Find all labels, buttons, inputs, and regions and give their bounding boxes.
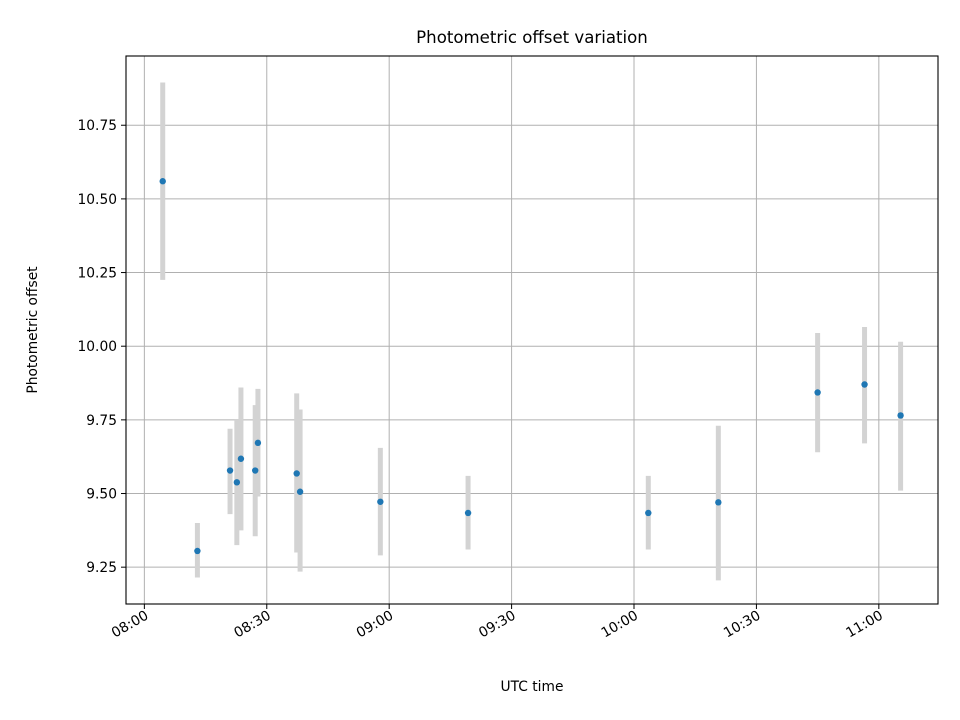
chart-title: Photometric offset variation [416,28,648,47]
y-axis: 9.25 9.50 9.75 10.00 10.25 10.50 10.75 [78,118,126,576]
y-tick-label: 9.25 [86,560,117,576]
data-point [861,381,868,388]
y-tick-label: 9.75 [86,413,117,429]
x-axis-label: UTC time [501,679,564,695]
data-point [237,455,245,462]
data-points [159,178,904,555]
data-point [715,499,722,506]
data-point [252,467,259,474]
x-tick-label: 10:00 [599,608,641,642]
x-tick-label: 09:00 [354,608,396,642]
data-point [897,412,904,419]
x-tick-label: 11:00 [843,608,885,642]
x-tick-label: 08:00 [109,608,151,642]
y-tick-label: 9.50 [86,487,117,503]
data-point [226,467,234,474]
data-point [814,389,821,396]
y-axis-label: Photometric offset [25,266,41,394]
data-point [464,509,472,517]
data-point [254,439,262,447]
y-tick-label: 10.25 [78,266,118,282]
grid [126,56,938,604]
data-point [377,498,384,505]
x-axis: 08:00 08:30 09:00 09:30 10:00 10:30 11:00 [109,604,886,641]
x-tick-label: 09:30 [476,608,518,642]
y-tick-label: 10.00 [78,339,118,355]
data-point [194,547,201,555]
plot-area-frame [125,55,939,605]
y-tick-label: 10.50 [78,192,118,208]
x-tick-label: 10:30 [721,608,763,642]
y-tick-label: 10.75 [78,118,118,134]
data-point [296,488,304,495]
data-point [159,178,166,185]
error-bars [160,82,904,581]
x-tick-label: 08:30 [231,608,273,642]
data-point [233,479,241,486]
data-point [293,470,300,477]
data-point [645,509,652,517]
